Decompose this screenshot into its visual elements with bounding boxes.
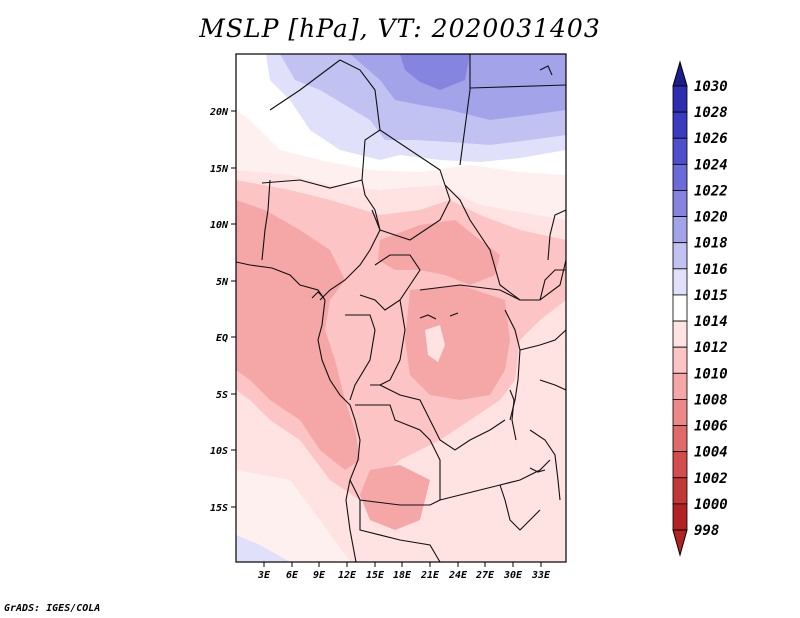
colorbar-bin: [672, 85, 688, 113]
colorbar-label: 1012: [694, 340, 728, 356]
lon-tick-9e: 9E: [313, 570, 326, 581]
colorbar-label: 1002: [694, 471, 728, 487]
colorbar-label: 1004: [694, 445, 728, 461]
lon-tick-labels: 3E 6E 9E 12E 15E 18E 21E 24E 27E 30E 33E: [257, 570, 551, 581]
colorbar-bin: [672, 268, 688, 296]
colorbar-label: 1028: [694, 105, 728, 121]
colorbar-label: 998: [694, 523, 719, 539]
colorbar-bin: [672, 372, 688, 400]
colorbar-bin: [672, 216, 688, 244]
lat-tick-10n: 10N: [210, 220, 229, 231]
colorbar-bin: [672, 346, 688, 374]
map-title: MSLP [hPa], VT: 2020031403: [199, 14, 601, 43]
lat-tick-eq: EQ: [216, 333, 228, 344]
map-frame: [235, 53, 567, 563]
colorbar-bin: [672, 320, 688, 348]
colorbar-bottom-cap: [672, 529, 688, 557]
colorbar-label: 1026: [694, 131, 728, 147]
colorbar-label: 1020: [694, 210, 728, 226]
field-1008-north: [378, 220, 500, 285]
lon-tick-15e: 15E: [366, 570, 385, 581]
lat-tick-15n: 15N: [210, 164, 229, 175]
field-1008-south: [360, 465, 430, 530]
country-borders: [236, 54, 566, 562]
field-1018: [350, 54, 566, 120]
colorbar-label: 1010: [694, 366, 728, 382]
lon-tick-3e: 3E: [257, 570, 271, 581]
colorbar-bin: [672, 451, 688, 479]
lat-tick-labels: 20N 15N 10N 5N EQ 5S 10S 15S: [209, 107, 229, 514]
colorbar-bin: [672, 190, 688, 217]
lon-tick-21e: 21E: [420, 570, 440, 581]
colorbar-bin: [672, 294, 688, 322]
colorbar-label: 1008: [694, 392, 728, 408]
lon-tick-33e: 33E: [531, 570, 551, 581]
colorbar-label: 1024: [694, 157, 728, 173]
colorbar-label: 1014: [694, 314, 728, 330]
lon-tick-6e: 6E: [286, 570, 299, 581]
lon-tick-27e: 27E: [475, 570, 495, 581]
field-1013-south: [236, 470, 350, 562]
lon-tick-24e: 24E: [448, 570, 468, 581]
colorbar-label: 1016: [694, 262, 728, 278]
colorbar-bin: [672, 163, 688, 191]
lon-tick-18e: 18E: [393, 570, 412, 581]
lon-tick-12e: 12E: [338, 570, 357, 581]
colorbar-bin: [672, 242, 688, 270]
colorbar-bin: [672, 137, 688, 165]
colorbar-top-cap: [672, 60, 688, 87]
colorbar-label: 1018: [694, 236, 728, 252]
grads-credit: GrADS: IGES/COLA: [4, 603, 101, 614]
colorbar-label: 1000: [694, 497, 728, 513]
lon-tick-30e: 30E: [503, 570, 523, 581]
pressure-field: [236, 54, 566, 562]
colorbar-label: 1015: [694, 288, 728, 304]
field-1020: [400, 54, 470, 90]
colorbar-bin: [672, 477, 688, 505]
colorbar-label: 1030: [694, 79, 728, 95]
lat-tick-10s: 10S: [210, 446, 228, 457]
lat-tick-15s: 15S: [210, 503, 228, 514]
colorbar-bin: [672, 503, 688, 531]
lat-tick-20n: 20N: [209, 107, 229, 118]
colorbar-label: 1022: [694, 183, 728, 199]
lat-tick-5s: 5S: [216, 390, 228, 401]
colorbar-label: 1006: [694, 419, 728, 435]
field-1008-congo: [405, 285, 510, 400]
field-1012-patch: [425, 325, 445, 362]
colorbar: 1030 1028 1026 1024 1022 1020 1018 1016 1015 1014…: [672, 60, 728, 557]
colorbar-bin: [672, 425, 688, 453]
lat-tick-5n: 5N: [216, 277, 229, 288]
colorbar-bin: [672, 111, 688, 139]
colorbar-bin: [672, 399, 688, 426]
field-1015-sw: [236, 535, 290, 562]
